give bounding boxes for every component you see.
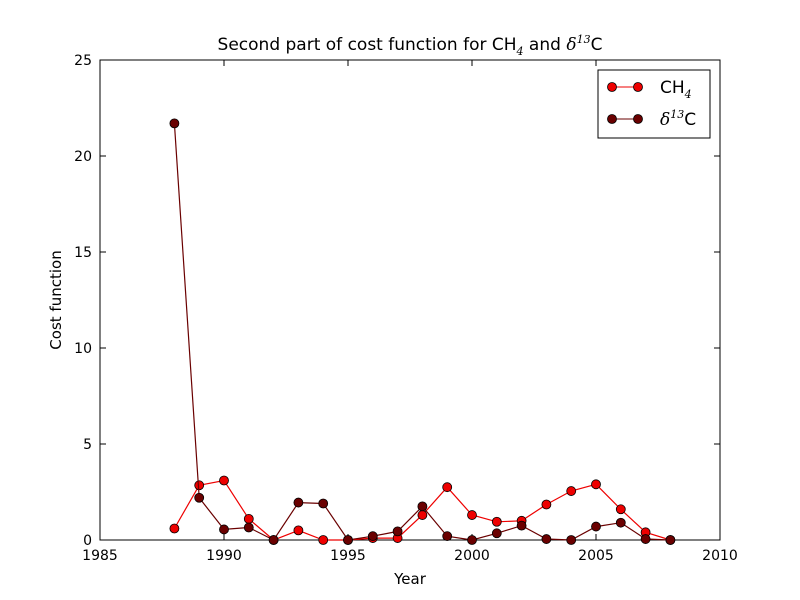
data-point-d13c: [343, 535, 353, 545]
legend: CH4 δ13C: [597, 69, 711, 139]
data-point-ch4: [194, 480, 205, 491]
series-layer: [169, 118, 676, 545]
x-tick-label: 1985: [82, 548, 118, 564]
x-tick-label: 2010: [702, 548, 738, 564]
y-axis-label: Cost function: [47, 250, 65, 349]
data-point-d13c: [392, 526, 403, 537]
data-point-d13c: [169, 118, 180, 129]
legend-marker-ch4: [633, 82, 643, 92]
data-point-d13c: [367, 531, 378, 542]
legend-label-ch4: CH4: [660, 78, 692, 101]
data-point-ch4: [615, 504, 626, 515]
x-tick-label: 2005: [578, 548, 614, 564]
y-tick-labels: 0 5 10 15 20 25: [74, 53, 92, 549]
data-point-ch4: [169, 523, 180, 534]
data-point-d13c: [467, 535, 477, 545]
data-point-d13c: [293, 497, 304, 508]
data-point-d13c: [591, 521, 601, 532]
y-tick-label: 5: [83, 437, 92, 453]
x-tick-label: 1990: [206, 548, 242, 564]
data-point-d13c: [243, 522, 254, 533]
data-point-ch4: [491, 516, 502, 527]
data-point-ch4: [293, 525, 304, 536]
data-point-d13c: [268, 535, 279, 545]
data-point-ch4: [541, 499, 552, 510]
legend-marker-d13c: [607, 114, 617, 124]
legend-box: [597, 69, 711, 139]
data-point-ch4: [442, 482, 453, 493]
x-tick-label: 2000: [454, 548, 490, 564]
data-point-ch4: [219, 475, 229, 486]
data-point-ch4: [243, 513, 254, 524]
legend-label-d13c: δ13C: [660, 108, 696, 130]
x-tick-label: 1995: [330, 548, 366, 564]
data-point-d13c: [640, 534, 651, 544]
legend-marker-d13c: [633, 114, 643, 124]
data-point-d13c: [566, 535, 577, 545]
data-point-ch4: [467, 510, 477, 520]
y-tick-label: 0: [83, 533, 92, 549]
data-point-ch4: [566, 486, 577, 496]
x-axis-label: Year: [393, 570, 427, 588]
data-point-d13c: [417, 501, 428, 512]
data-point-ch4: [591, 479, 601, 490]
series-d13c: [169, 118, 676, 545]
data-point-d13c: [491, 528, 502, 539]
y-tick-label: 15: [74, 245, 92, 261]
data-point-d13c: [516, 520, 527, 531]
y-tick-label: 25: [74, 53, 92, 69]
data-point-d13c: [442, 531, 453, 542]
legend-marker-ch4: [607, 82, 617, 92]
data-point-d13c: [665, 535, 676, 545]
data-point-d13c: [219, 524, 229, 535]
plot-area: [99, 59, 721, 541]
data-point-d13c: [194, 492, 205, 503]
chart-title: Second part of cost function for CH4 and…: [218, 33, 603, 58]
data-point-ch4: [318, 535, 329, 545]
data-point-ch4: [417, 510, 428, 520]
data-point-d13c: [615, 517, 626, 528]
y-tick-label: 20: [74, 149, 92, 165]
x-tick-labels: 1985 1990 1995 2000 2005 2010: [82, 548, 738, 564]
data-point-d13c: [318, 498, 329, 509]
axis-ticks: [99, 59, 721, 541]
data-point-d13c: [541, 534, 552, 544]
y-tick-label: 10: [74, 341, 92, 357]
